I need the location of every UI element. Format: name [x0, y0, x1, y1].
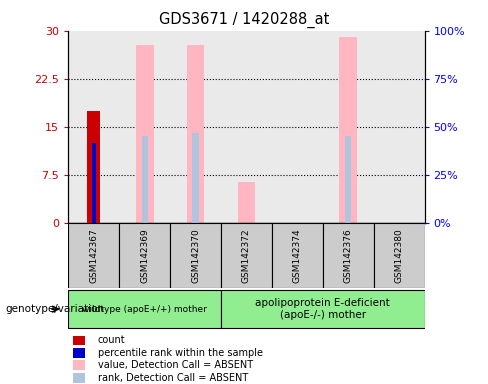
Bar — [345, 136, 351, 223]
Text: rank, Detection Call = ABSENT: rank, Detection Call = ABSENT — [98, 373, 248, 383]
Bar — [339, 37, 357, 223]
Bar — [87, 111, 100, 223]
Bar — [186, 45, 204, 223]
Text: GSM142380: GSM142380 — [395, 228, 404, 283]
Bar — [119, 31, 170, 223]
Text: wildtype (apoE+/+) mother: wildtype (apoE+/+) mother — [82, 305, 207, 314]
Text: GSM142369: GSM142369 — [140, 228, 149, 283]
Bar — [374, 31, 425, 223]
Bar — [323, 223, 374, 288]
Text: GSM142376: GSM142376 — [344, 228, 353, 283]
Bar — [221, 290, 425, 328]
Bar — [238, 182, 255, 223]
Text: GSM142370: GSM142370 — [191, 228, 200, 283]
Text: genotype/variation: genotype/variation — [5, 304, 104, 314]
Bar — [68, 290, 221, 328]
Bar — [192, 133, 199, 223]
Text: GDS3671 / 1420288_at: GDS3671 / 1420288_at — [159, 12, 329, 28]
Text: count: count — [98, 335, 125, 345]
Text: GSM142372: GSM142372 — [242, 228, 251, 283]
Bar — [170, 31, 221, 223]
Text: GSM142367: GSM142367 — [89, 228, 98, 283]
Text: percentile rank within the sample: percentile rank within the sample — [98, 348, 263, 358]
Bar — [221, 31, 272, 223]
Bar — [136, 45, 154, 223]
Bar — [374, 223, 425, 288]
Text: apolipoprotein E-deficient
(apoE-/-) mother: apolipoprotein E-deficient (apoE-/-) mot… — [255, 298, 390, 320]
Text: GSM142374: GSM142374 — [293, 228, 302, 283]
Bar — [272, 31, 323, 223]
Bar — [323, 31, 374, 223]
Bar — [170, 223, 221, 288]
Bar — [119, 223, 170, 288]
Bar — [142, 136, 148, 223]
Text: value, Detection Call = ABSENT: value, Detection Call = ABSENT — [98, 360, 253, 370]
Bar — [272, 223, 323, 288]
Bar — [68, 223, 119, 288]
Bar — [68, 31, 119, 223]
Bar — [221, 223, 272, 288]
Bar — [92, 143, 96, 223]
